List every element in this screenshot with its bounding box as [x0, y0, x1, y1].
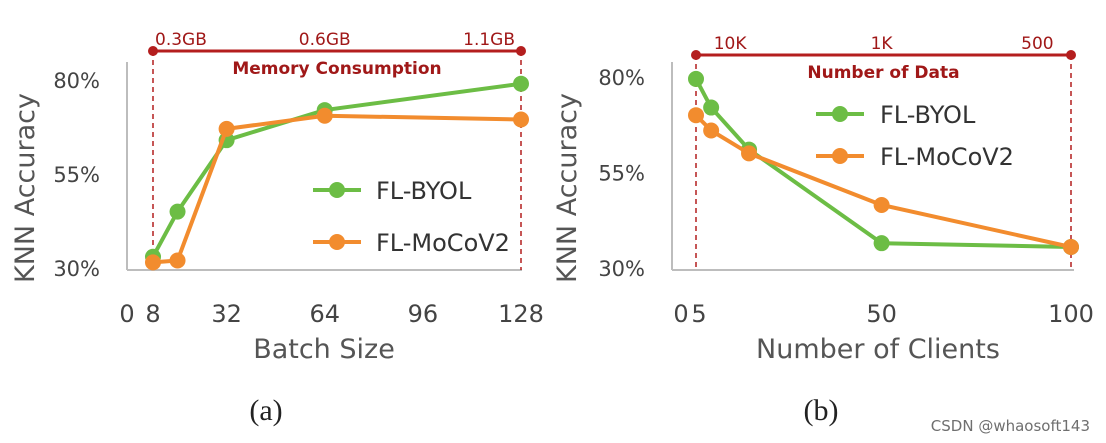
- data-point-byol: [513, 75, 529, 92]
- chart-panel-b: KNN Accuracy Number of Clients (b) 10K 1K…: [552, 34, 1094, 427]
- chart-b-series: [688, 70, 1079, 255]
- chart-a-memory-axis: 0.3GB 0.6GB 1.1GB Memory Consumption: [148, 30, 526, 270]
- data-point-byol: [873, 235, 890, 252]
- x-tick-label: 8: [145, 300, 160, 328]
- x-tick-label: 128: [498, 300, 544, 328]
- x-tick-label: 5: [691, 300, 706, 328]
- chart-b-xlabel: Number of Clients: [756, 334, 1000, 365]
- x-tick-label: 0: [673, 300, 688, 328]
- top-axis-tick-label: 10K: [714, 34, 748, 54]
- chart-a-xlabel: Batch Size: [253, 334, 395, 365]
- y-tick-label: 55%: [598, 162, 645, 186]
- chart-a-legend: FL-BYOL FL-MoCoV2: [313, 177, 510, 257]
- chart-a-ylabel: KNN Accuracy: [10, 93, 41, 283]
- data-point-mocov2: [741, 145, 758, 162]
- chart-b-y-ticks: 30% 55% 80%: [598, 66, 645, 281]
- x-tick-label: 50: [866, 300, 897, 328]
- chart-b-ylabel: KNN Accuracy: [552, 93, 583, 283]
- legend-b-byol-marker: [832, 106, 848, 122]
- chart-b-caption: (b): [804, 394, 839, 427]
- y-tick-label: 30%: [53, 257, 100, 281]
- x-tick-label: 32: [211, 300, 242, 328]
- top-axis-endpoint: [148, 46, 158, 56]
- data-point-mocov2: [316, 107, 333, 124]
- watermark-text: CSDN @whaosoft143: [931, 417, 1090, 435]
- top-axis-title: Memory Consumption: [232, 59, 441, 79]
- chart-b-legend: FL-BYOL FL-MoCoV2: [816, 101, 1014, 171]
- chart-panel-a: KNN Accuracy Batch Size (a) 0.3GB 0.6GB 1.…: [10, 30, 544, 427]
- top-axis-endpoint: [691, 50, 701, 60]
- top-axis-tick-label: 0.6GB: [299, 30, 351, 50]
- data-point-mocov2: [218, 120, 235, 137]
- y-tick-label: 80%: [53, 69, 100, 93]
- legend-b-mocov2-marker: [832, 148, 848, 164]
- chart-a-caption: (a): [249, 394, 282, 427]
- data-point-byol: [169, 203, 186, 220]
- legend-a-mocov2-label: FL-MoCoV2: [376, 229, 510, 257]
- chart-a-y-ticks: 30% 55% 80%: [53, 69, 100, 281]
- data-point-mocov2: [703, 122, 720, 139]
- data-point-byol: [688, 70, 704, 87]
- x-tick-label: 100: [1048, 300, 1094, 328]
- top-axis-title: Number of Data: [807, 63, 959, 83]
- data-point-byol: [703, 99, 720, 116]
- chart-b-x-ticks: 0 5 50 100: [673, 300, 1094, 328]
- x-tick-label: 96: [408, 300, 439, 328]
- x-tick-label: 64: [309, 300, 340, 328]
- top-axis-tick-label: 1K: [871, 34, 894, 54]
- top-axis-tick-label: 500: [1021, 34, 1053, 54]
- series-line-mocov2: [694, 113, 1072, 249]
- data-point-mocov2: [688, 107, 704, 124]
- chart-b-data-axis: 10K 1K 500 Number of Data: [691, 34, 1076, 270]
- legend-b-byol-label: FL-BYOL: [880, 101, 976, 129]
- legend-a-mocov2-marker: [329, 234, 345, 250]
- x-tick-label: 0: [119, 300, 134, 328]
- legend-b-mocov2-label: FL-MoCoV2: [880, 143, 1014, 171]
- legend-a-byol-label: FL-BYOL: [376, 177, 472, 205]
- chart-a-series: [145, 75, 529, 271]
- y-tick-label: 55%: [53, 163, 100, 187]
- chart-a-x-ticks: 0 8 32 64 96 128: [119, 300, 544, 328]
- top-axis-tick-label: 1.1GB: [463, 30, 515, 50]
- data-point-mocov2: [513, 111, 529, 128]
- y-tick-label: 80%: [598, 66, 645, 90]
- data-point-mocov2: [1063, 238, 1079, 255]
- y-tick-label: 30%: [598, 257, 645, 281]
- top-axis-endpoint: [1066, 50, 1076, 60]
- top-axis-endpoint: [516, 46, 526, 56]
- data-point-mocov2: [873, 196, 890, 213]
- data-point-mocov2: [169, 252, 186, 269]
- legend-a-byol-marker: [329, 182, 345, 198]
- data-point-mocov2: [145, 254, 161, 271]
- top-axis-tick-label: 0.3GB: [155, 30, 207, 50]
